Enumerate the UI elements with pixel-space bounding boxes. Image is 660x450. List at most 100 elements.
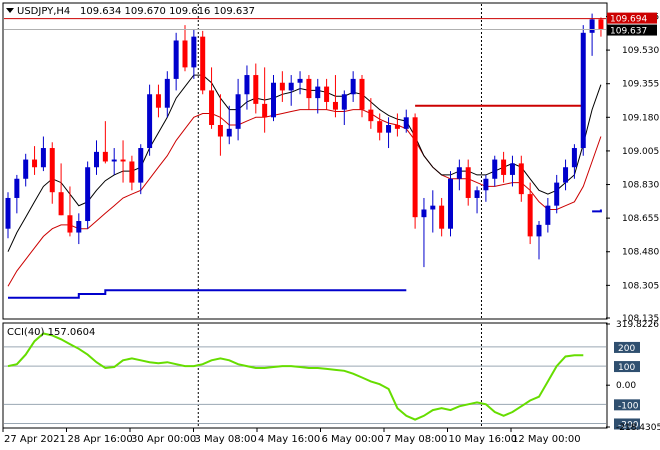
candle-body-25 — [226, 128, 232, 137]
candle-24 — [217, 94, 223, 156]
price-lines — [4, 18, 606, 31]
candle-59 — [527, 182, 533, 245]
candle-body-16 — [147, 94, 153, 149]
candle-22 — [200, 30, 206, 95]
candle-53 — [474, 186, 480, 214]
candle-19 — [173, 32, 179, 91]
candle-body-39 — [350, 78, 356, 95]
price-tick-label-6: 108.655 — [622, 214, 659, 224]
candle-body-2 — [23, 159, 29, 179]
candle-body-8 — [76, 221, 82, 233]
candle-12 — [111, 148, 117, 175]
candle-body-44 — [394, 124, 400, 129]
high-price-label: 109.694 — [610, 15, 647, 25]
candle-63 — [563, 159, 569, 191]
candle-3 — [32, 146, 38, 175]
candle-body-30 — [271, 82, 276, 118]
candle-body-28 — [253, 75, 259, 104]
candle-body-48 — [430, 205, 436, 210]
time-axis-label-5: 6 May 00:00 — [322, 434, 384, 445]
price-tick-label-3: 109.180 — [622, 113, 659, 123]
candle-1 — [14, 174, 20, 214]
candle-body-63 — [563, 167, 569, 183]
candle-body-55 — [492, 159, 498, 179]
time-axis-label-3: 3 May 08:00 — [195, 434, 257, 445]
candle-10 — [94, 140, 99, 175]
current-price-label: 109.637 — [610, 27, 647, 37]
candle-40 — [359, 75, 365, 118]
cci-axis-label-5: -200 — [618, 420, 639, 430]
price-tick-label-5: 108.830 — [622, 181, 659, 191]
candle-body-53 — [474, 190, 480, 198]
candle-body-59 — [527, 194, 533, 237]
cci-title: CCI(40) 157.0604 — [7, 327, 95, 338]
candle-body-43 — [386, 124, 392, 133]
dropdown-triangle-icon[interactable] — [6, 8, 14, 13]
candle-14 — [129, 155, 135, 191]
candle-body-36 — [324, 86, 330, 102]
candle-38 — [341, 90, 347, 125]
candle-42 — [377, 113, 383, 141]
candle-body-38 — [341, 94, 347, 110]
cci-axis-label-4: -100 — [618, 401, 639, 411]
candle-49 — [439, 197, 445, 237]
candle-50 — [448, 171, 453, 237]
price-tick-label-4: 109.005 — [622, 147, 659, 157]
time-axis-label-6: 7 May 08:00 — [385, 434, 447, 445]
candle-11 — [102, 121, 108, 164]
candle-body-24 — [217, 124, 223, 137]
candle-15 — [138, 144, 144, 195]
candle-52 — [465, 159, 471, 206]
price-tick-label-8: 108.305 — [622, 281, 659, 291]
candle-36 — [324, 78, 330, 110]
candle-57 — [509, 155, 515, 187]
candle-31 — [279, 71, 285, 102]
candle-21 — [191, 28, 197, 79]
cci-axis-label-0: 319.8226 — [616, 320, 659, 330]
candle-66 — [589, 13, 595, 56]
candle-33 — [297, 71, 303, 95]
candle-body-47 — [421, 209, 427, 218]
candle-67 — [598, 17, 604, 37]
candle-51 — [456, 159, 462, 191]
candle-body-13 — [120, 159, 126, 162]
candle-48 — [430, 190, 436, 233]
candle-body-62 — [554, 182, 560, 206]
candle-body-29 — [262, 103, 268, 118]
candle-25 — [226, 105, 232, 145]
cci-level-lines — [4, 346, 606, 424]
candle-27 — [244, 65, 250, 110]
candle-body-5 — [49, 148, 55, 193]
time-axis-label-2: 30 Apr 00:00 — [131, 434, 196, 445]
price-tick-label-1: 109.530 — [622, 46, 659, 56]
candle-body-49 — [439, 205, 445, 229]
candle-body-21 — [191, 36, 197, 68]
candle-32 — [288, 75, 294, 106]
candle-60 — [536, 221, 542, 260]
price-tick-label-7: 108.480 — [622, 248, 659, 258]
candle-body-12 — [111, 159, 117, 162]
candle-18 — [164, 71, 170, 118]
candle-body-32 — [288, 82, 294, 91]
symbol-title: USDJPY,H4 — [17, 6, 70, 17]
candle-30 — [271, 75, 276, 122]
candle-body-46 — [412, 117, 418, 218]
candle-41 — [368, 98, 374, 129]
time-axis-label-0: 27 Apr 2021 — [4, 434, 66, 445]
candle-0 — [5, 192, 11, 239]
candle-62 — [554, 174, 560, 214]
candle-20 — [182, 25, 188, 72]
candle-body-67 — [598, 19, 604, 29]
time-axis-label-1: 28 Apr 16:00 — [68, 434, 133, 445]
candle-39 — [350, 71, 356, 102]
candle-body-20 — [182, 40, 188, 68]
candle-65 — [580, 25, 586, 156]
candle-body-54 — [483, 178, 489, 191]
candle-37 — [332, 75, 338, 118]
candle-body-4 — [40, 148, 46, 168]
candle-5 — [49, 142, 55, 204]
candle-9 — [85, 161, 91, 229]
stop-segment-2 — [592, 209, 602, 213]
time-axis-label-7: 10 May 16:00 — [449, 434, 518, 445]
